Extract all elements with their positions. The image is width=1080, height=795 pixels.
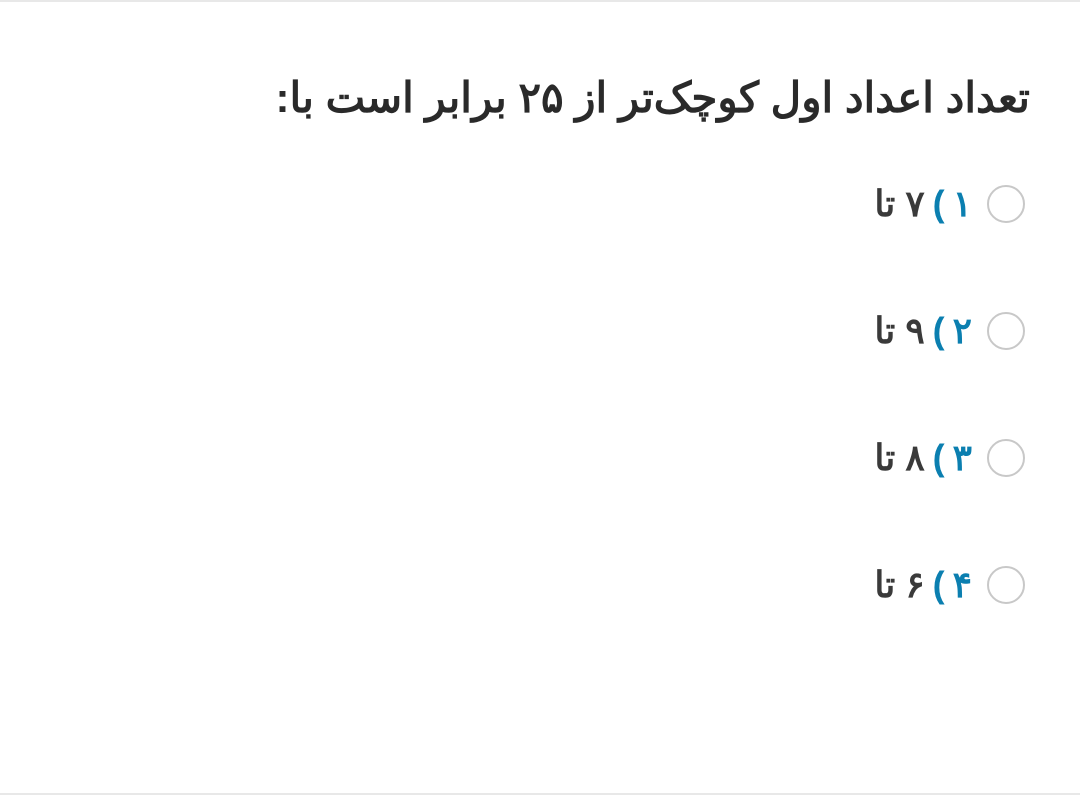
options-list: ۱) ۷ تا ۲) ۹ تا ۳) ۸ تا ۴) ۶ تا [50, 183, 1030, 606]
radio-icon[interactable] [987, 439, 1025, 477]
question-text: تعداد اعداد اول کوچک‌تر از ۲۵ برابر است … [50, 62, 1030, 133]
radio-icon[interactable] [987, 185, 1025, 223]
option-3-text: ۸ تا [874, 437, 924, 479]
question-container: تعداد اعداد اول کوچک‌تر از ۲۵ برابر است … [0, 62, 1080, 606]
option-2[interactable]: ۲) ۹ تا [50, 310, 1025, 352]
option-4-label: ۴) ۶ تا [874, 564, 972, 606]
option-2-number: ۲ [953, 310, 972, 352]
radio-icon[interactable] [987, 312, 1025, 350]
option-2-label: ۲) ۹ تا [874, 310, 972, 352]
option-4-number: ۴ [953, 564, 972, 606]
option-2-paren: ) [933, 310, 945, 352]
option-3-label: ۳) ۸ تا [874, 437, 972, 479]
option-4-paren: ) [933, 564, 945, 606]
option-1-paren: ) [933, 183, 945, 225]
option-3-number: ۳ [953, 437, 972, 479]
option-1-text: ۷ تا [874, 183, 924, 225]
option-2-text: ۹ تا [874, 310, 924, 352]
radio-icon[interactable] [987, 566, 1025, 604]
option-4-text: ۶ تا [874, 564, 924, 606]
option-1[interactable]: ۱) ۷ تا [50, 183, 1025, 225]
option-3-paren: ) [933, 437, 945, 479]
option-1-number: ۱ [953, 183, 972, 225]
option-3[interactable]: ۳) ۸ تا [50, 437, 1025, 479]
top-divider [0, 0, 1080, 2]
option-4[interactable]: ۴) ۶ تا [50, 564, 1025, 606]
option-1-label: ۱) ۷ تا [874, 183, 972, 225]
